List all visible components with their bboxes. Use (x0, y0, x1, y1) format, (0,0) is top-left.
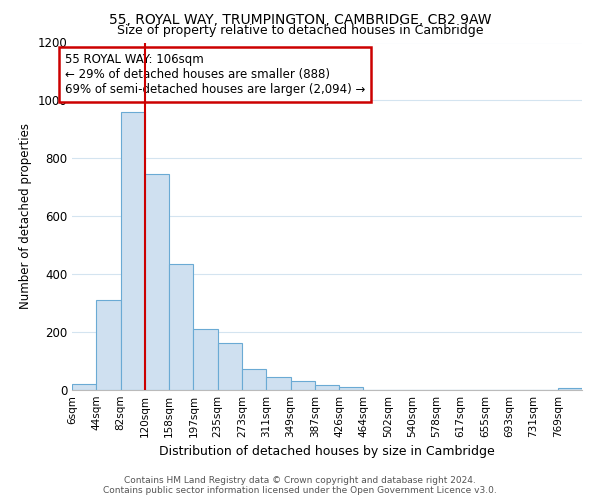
Bar (339, 387, 364, 390)
Text: Size of property relative to detached houses in Cambridge: Size of property relative to detached ho… (117, 24, 483, 37)
Bar (315, 385, 339, 390)
Bar (242, 369, 266, 390)
Bar (169, 264, 193, 390)
Text: Contains HM Land Registry data © Crown copyright and database right 2024.
Contai: Contains HM Land Registry data © Crown c… (103, 476, 497, 495)
Bar (121, 112, 145, 390)
Text: 55, ROYAL WAY, TRUMPINGTON, CAMBRIDGE, CB2 9AW: 55, ROYAL WAY, TRUMPINGTON, CAMBRIDGE, C… (109, 12, 491, 26)
Bar (218, 343, 242, 390)
Bar (72, 384, 96, 390)
Bar (96, 300, 121, 390)
Bar (145, 174, 169, 390)
Text: 55 ROYAL WAY: 106sqm
← 29% of detached houses are smaller (888)
69% of semi-deta: 55 ROYAL WAY: 106sqm ← 29% of detached h… (65, 53, 365, 96)
Bar (558, 388, 582, 390)
Bar (266, 376, 290, 390)
X-axis label: Distribution of detached houses by size in Cambridge: Distribution of detached houses by size … (159, 446, 495, 458)
Bar (290, 380, 315, 390)
Bar (193, 329, 218, 390)
Y-axis label: Number of detached properties: Number of detached properties (19, 123, 32, 309)
